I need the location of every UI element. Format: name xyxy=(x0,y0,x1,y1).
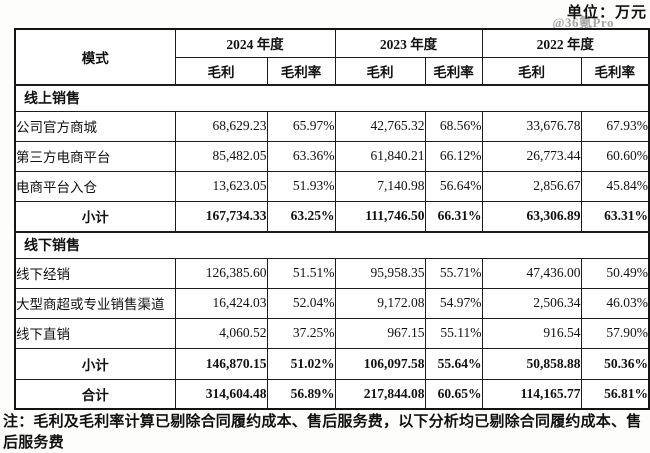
cell-value: 7,140.98 xyxy=(334,170,426,202)
col-header-gross-profit-2022: 毛利 xyxy=(481,56,582,86)
col-header-gross-margin-2022: 毛利率 xyxy=(580,56,650,86)
cell-value: 85,482.05 xyxy=(174,140,268,172)
cell-value: 95,958.35 xyxy=(334,257,426,289)
unit-label: 单位：万元 xyxy=(566,5,647,21)
cell-value: 63.31% xyxy=(580,200,650,233)
cell-value: 51.93% xyxy=(266,170,336,202)
table-row: 线下直销 4,060.52 37.25% 967.15 55.11% 916.5… xyxy=(14,317,650,349)
cell-value: 13,623.05 xyxy=(174,170,268,202)
cell-value: 60.60% xyxy=(580,140,650,172)
cell-value: 33,676.78 xyxy=(481,110,582,142)
row-label: 第三方电商平台 xyxy=(14,140,176,172)
cell-value: 61,840.21 xyxy=(334,140,426,172)
cell-value: 114,165.77 xyxy=(481,378,582,410)
row-label: 公司官方商城 xyxy=(14,110,176,142)
cell-value: 68,629.23 xyxy=(174,110,268,142)
row-label: 线下直销 xyxy=(14,317,176,349)
cell-value: 55.64% xyxy=(424,347,483,380)
cell-value: 42,765.32 xyxy=(334,110,426,142)
cell-value: 37.25% xyxy=(266,317,336,349)
cell-value: 26,773.44 xyxy=(481,140,582,172)
col-header-year-2022: 2022 年度 xyxy=(481,28,650,58)
section-header-offline: 线下销售 xyxy=(14,231,650,259)
col-header-year-2024: 2024 年度 xyxy=(174,28,336,58)
total-row: 合计 314,604.48 56.89% 217,844.08 60.65% 1… xyxy=(14,378,650,410)
cell-value: 63,306.89 xyxy=(481,200,582,233)
cell-value: 56.81% xyxy=(580,378,650,410)
col-header-gross-margin-2024: 毛利率 xyxy=(266,56,336,86)
table-row: 大型商超或专业销售渠道 16,424.03 52.04% 9,172.08 54… xyxy=(14,287,650,319)
top-bar: @36氪Pro 单位：万元 xyxy=(0,0,650,30)
subtotal-label: 小计 xyxy=(14,200,176,233)
row-label: 大型商超或专业销售渠道 xyxy=(14,287,176,319)
subtotal-label: 小计 xyxy=(14,347,176,380)
col-header-gross-profit-2023: 毛利 xyxy=(334,56,426,86)
subtotal-row-online: 小计 167,734.33 63.25% 111,746.50 66.31% 6… xyxy=(14,200,650,233)
cell-value: 56.64% xyxy=(424,170,483,202)
cell-value: 57.90% xyxy=(580,317,650,349)
col-header-gross-margin-2023: 毛利率 xyxy=(424,56,483,86)
cell-value: 314,604.48 xyxy=(174,378,268,410)
cell-value: 111,746.50 xyxy=(334,200,426,233)
section-label: 线上销售 xyxy=(14,84,650,112)
cell-value: 50.36% xyxy=(580,347,650,380)
row-label: 电商平台入仓 xyxy=(14,170,176,202)
cell-value: 67.93% xyxy=(580,110,650,142)
cell-value: 46.03% xyxy=(580,287,650,319)
cell-value: 56.89% xyxy=(266,378,336,410)
cell-value: 65.97% xyxy=(266,110,336,142)
cell-value: 50.49% xyxy=(580,257,650,289)
col-header-gross-profit-2024: 毛利 xyxy=(174,56,268,86)
cell-value: 55.11% xyxy=(424,317,483,349)
cell-value: 66.31% xyxy=(424,200,483,233)
cell-value: 63.36% xyxy=(266,140,336,172)
cell-value: 45.84% xyxy=(580,170,650,202)
cell-value: 2,506.34 xyxy=(481,287,582,319)
cell-value: 68.56% xyxy=(424,110,483,142)
table-row: 公司官方商城 68,629.23 65.97% 42,765.32 68.56%… xyxy=(14,110,650,142)
cell-value: 106,097.58 xyxy=(334,347,426,380)
cell-value: 55.71% xyxy=(424,257,483,289)
cell-value: 217,844.08 xyxy=(334,378,426,410)
cell-value: 52.04% xyxy=(266,287,336,319)
cell-value: 47,436.00 xyxy=(481,257,582,289)
watermark: @36氪Pro xyxy=(552,15,614,30)
cell-value: 51.51% xyxy=(266,257,336,289)
table-row: 电商平台入仓 13,623.05 51.93% 7,140.98 56.64% … xyxy=(14,170,650,202)
table-row: 线下经销 126,385.60 51.51% 95,958.35 55.71% … xyxy=(14,257,650,289)
table-row: 第三方电商平台 85,482.05 63.36% 61,840.21 66.12… xyxy=(14,140,650,172)
cell-value: 2,856.67 xyxy=(481,170,582,202)
subtotal-row-offline: 小计 146,870.15 51.02% 106,097.58 55.64% 5… xyxy=(14,347,650,380)
cell-value: 126,385.60 xyxy=(174,257,268,289)
section-label: 线下销售 xyxy=(14,231,650,259)
header-row-years: 模式 2024 年度 2023 年度 2022 年度 xyxy=(14,28,650,86)
section-header-online: 线上销售 xyxy=(14,84,650,112)
cell-value: 916.54 xyxy=(481,317,582,349)
col-header-mode: 模式 xyxy=(14,28,176,86)
cell-value: 54.97% xyxy=(424,287,483,319)
col-header-year-2023: 2023 年度 xyxy=(334,28,483,58)
footnote: 注：毛利及毛利率计算已剔除合同履约成本、售后服务费，以下分析均已剔除合同履约成本… xyxy=(3,414,642,451)
total-label: 合计 xyxy=(14,378,176,410)
cell-value: 63.25% xyxy=(266,200,336,233)
cell-value: 4,060.52 xyxy=(174,317,268,349)
row-label: 线下经销 xyxy=(14,257,176,289)
gross-profit-table: 模式 2024 年度 2023 年度 2022 年度 毛利 毛利率 毛利 毛利率… xyxy=(14,28,650,410)
cell-value: 60.65% xyxy=(424,378,483,410)
cell-value: 50,858.88 xyxy=(481,347,582,380)
cell-value: 167,734.33 xyxy=(174,200,268,233)
cell-value: 146,870.15 xyxy=(174,347,268,380)
cell-value: 51.02% xyxy=(266,347,336,380)
header-row-metrics: 毛利 毛利率 毛利 毛利率 毛利 毛利率 xyxy=(15,56,650,86)
cell-value: 967.15 xyxy=(334,317,426,349)
cell-value: 9,172.08 xyxy=(334,287,426,319)
cell-value: 66.12% xyxy=(424,140,483,172)
cell-value: 16,424.03 xyxy=(174,287,268,319)
